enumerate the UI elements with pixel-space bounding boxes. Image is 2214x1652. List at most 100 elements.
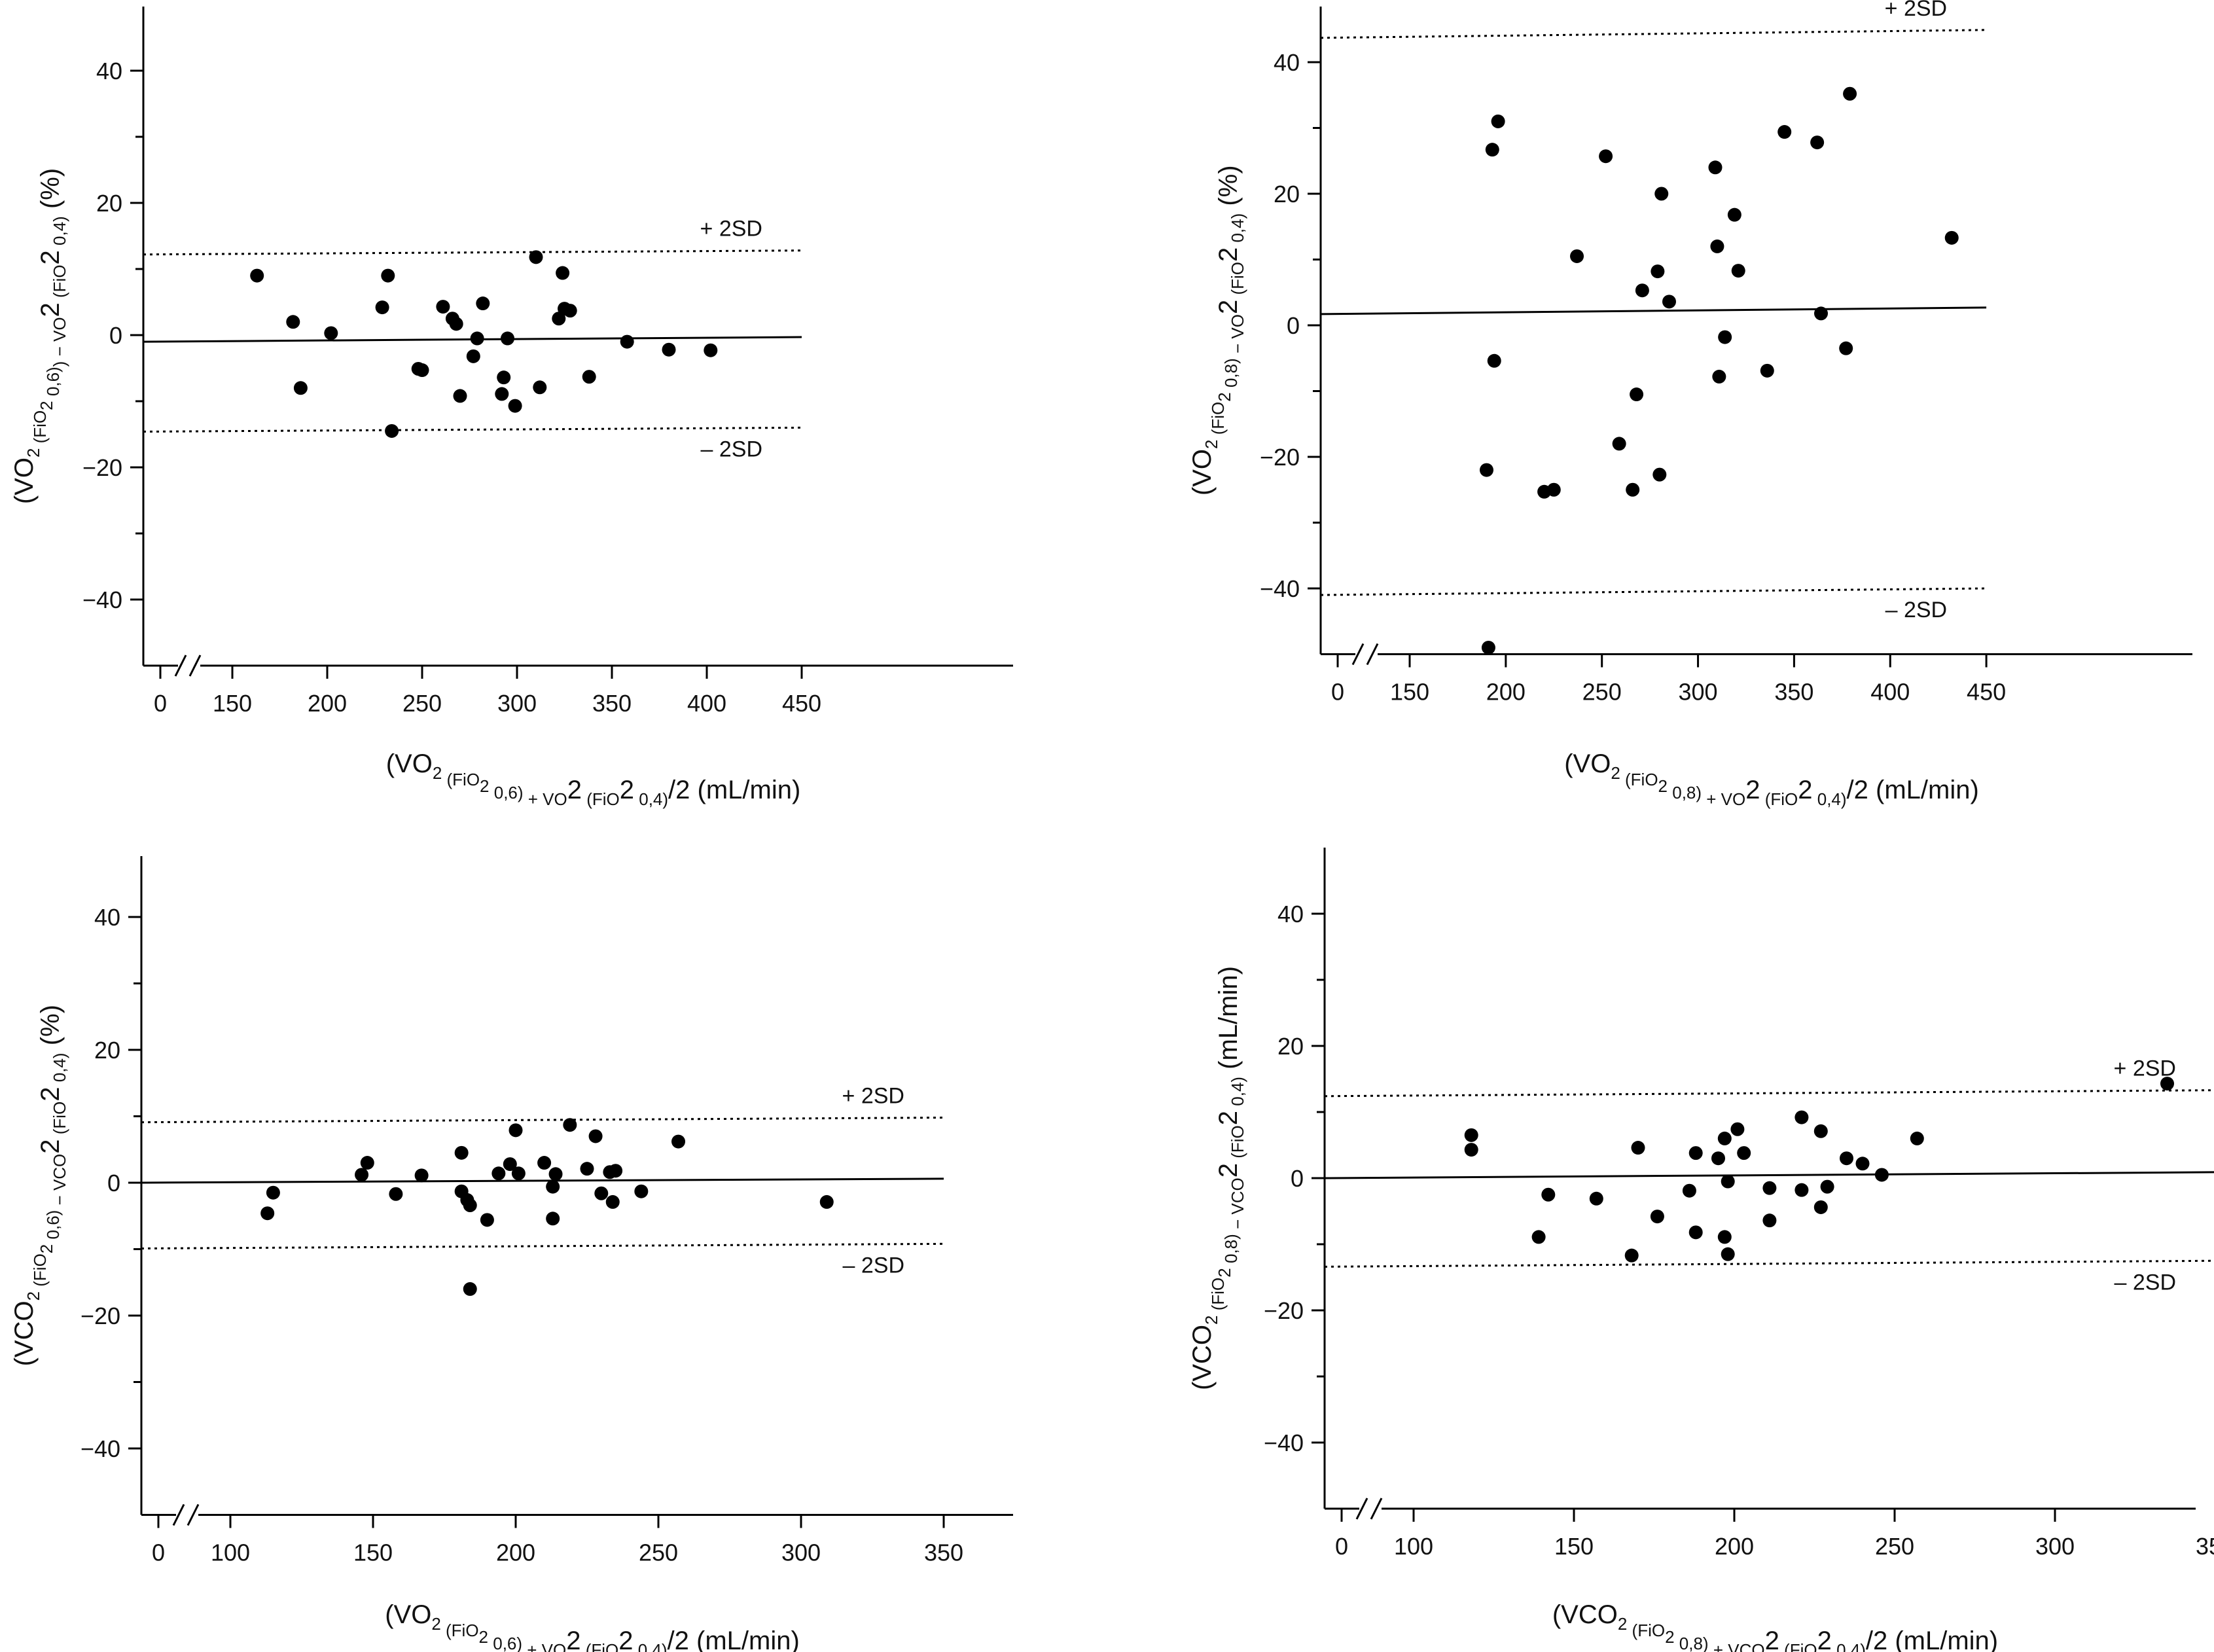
data-point: [1717, 1131, 1732, 1145]
data-point: [1843, 86, 1857, 101]
data-point: [1721, 1247, 1735, 1261]
x-axis-title: (VO2 (FiO2 0,8) + VO2 (FiO2 0,4)/2 (mL/m…: [1564, 749, 1979, 809]
data-point: [293, 381, 308, 395]
data-point: [546, 1212, 560, 1226]
lower-limit-line: [1320, 587, 1987, 596]
axis-break-stroke: [187, 1503, 200, 1526]
x-tick-label: 100: [1394, 1533, 1433, 1560]
data-point: [1760, 363, 1774, 378]
y-tick-label: −40: [82, 586, 122, 613]
data-point: [1546, 482, 1561, 497]
data-point: [662, 342, 676, 357]
lower-limit-line: [143, 426, 802, 433]
x-tick-label: 150: [213, 690, 252, 717]
data-point: [1589, 1191, 1603, 1206]
x-tick-label: 250: [402, 690, 442, 717]
y-tick-label: 0: [107, 1170, 120, 1196]
data-point: [1479, 463, 1493, 477]
x-tick-label: 300: [1679, 679, 1718, 706]
data-point: [1737, 1146, 1751, 1160]
y-tick-label: −20: [1260, 444, 1300, 471]
data-point: [491, 1166, 506, 1181]
y-tick-label: 40: [94, 904, 120, 931]
data-point: [509, 1123, 523, 1138]
data-point: [466, 349, 480, 363]
data-point: [1727, 207, 1741, 222]
x-tick-label: 300: [497, 690, 537, 717]
mean-difference-line: [1324, 1171, 2214, 1179]
data-point: [1624, 1248, 1639, 1263]
x-tick-label: 350: [1774, 679, 1813, 706]
data-point: [819, 1194, 834, 1209]
data-point: [1631, 1141, 1645, 1155]
data-point: [1541, 1187, 1556, 1202]
data-point: [704, 343, 718, 357]
y-axis-title: (VO2 (FiO2 0,6)) − VO2 (FiO2 0,4) (%): [10, 168, 69, 504]
y-tick-label: 40: [1277, 901, 1304, 927]
data-point: [1635, 283, 1649, 298]
data-point: [375, 300, 389, 315]
data-point: [1712, 369, 1726, 384]
x-tick-label: 250: [639, 1539, 678, 1566]
data-point: [2160, 1077, 2174, 1091]
y-tick-label: −20: [1264, 1297, 1304, 1324]
data-point: [563, 1118, 577, 1132]
data-point: [605, 1194, 620, 1209]
y-axis-title: (VO2 (FiO2 0,8) − VO2 (FiO2 0,4) (%): [1188, 165, 1247, 495]
upper-limit-label: + 2SD: [700, 217, 762, 242]
data-point: [266, 1185, 280, 1200]
data-point: [508, 399, 522, 413]
x-tick-label: 150: [353, 1539, 393, 1566]
data-point: [1813, 1200, 1828, 1214]
x-tick-label: 200: [1715, 1533, 1754, 1560]
upper-limit-line: [1324, 1089, 2214, 1098]
data-point: [1762, 1181, 1777, 1195]
data-point: [1874, 1168, 1889, 1182]
y-tick-label: 40: [96, 58, 122, 84]
data-point: [1688, 1225, 1703, 1240]
data-point: [634, 1184, 649, 1198]
axis-break-mark: [174, 655, 202, 677]
y-tick-label: −40: [1260, 575, 1300, 602]
data-point: [582, 370, 596, 384]
data-point: [414, 1168, 429, 1183]
y-tick-label: −40: [1264, 1429, 1304, 1456]
data-point: [1531, 1230, 1546, 1244]
data-point: [1710, 239, 1724, 253]
x-tick-label: 300: [781, 1539, 821, 1566]
lower-limit-label: – 2SD: [843, 1253, 905, 1278]
data-point: [1599, 149, 1613, 164]
data-point: [1910, 1131, 1924, 1145]
x-tick-label: 350: [2196, 1533, 2214, 1560]
data-point: [1717, 1230, 1732, 1244]
y-tick-label: 0: [109, 322, 122, 349]
data-point: [470, 331, 484, 346]
data-point: [1491, 114, 1505, 128]
axis-break-mark: [172, 1503, 200, 1526]
data-point: [415, 363, 429, 378]
y-tick-label: −20: [82, 454, 122, 481]
x-tick-label: 0: [1331, 679, 1344, 706]
x-tick-label: 0: [152, 1539, 165, 1566]
lower-limit-line: [1324, 1259, 2214, 1268]
data-point: [1813, 1124, 1828, 1138]
data-point: [260, 1206, 275, 1221]
data-point: [1626, 482, 1640, 497]
data-point: [533, 380, 547, 395]
data-point: [1944, 230, 1959, 245]
x-tick-label: 250: [1875, 1533, 1914, 1560]
data-point: [1855, 1157, 1870, 1171]
data-point: [1652, 467, 1667, 482]
x-tick-label: 350: [924, 1539, 963, 1566]
axis-break-stroke: [1366, 643, 1379, 666]
axis-break-mark: [1355, 1498, 1383, 1520]
x-tick-label: 200: [308, 690, 347, 717]
data-point: [1840, 1151, 1853, 1166]
lower-limit-line: [141, 1242, 944, 1249]
data-point: [609, 1164, 623, 1178]
x-tick-label: 400: [1870, 679, 1910, 706]
data-point: [546, 1179, 560, 1194]
